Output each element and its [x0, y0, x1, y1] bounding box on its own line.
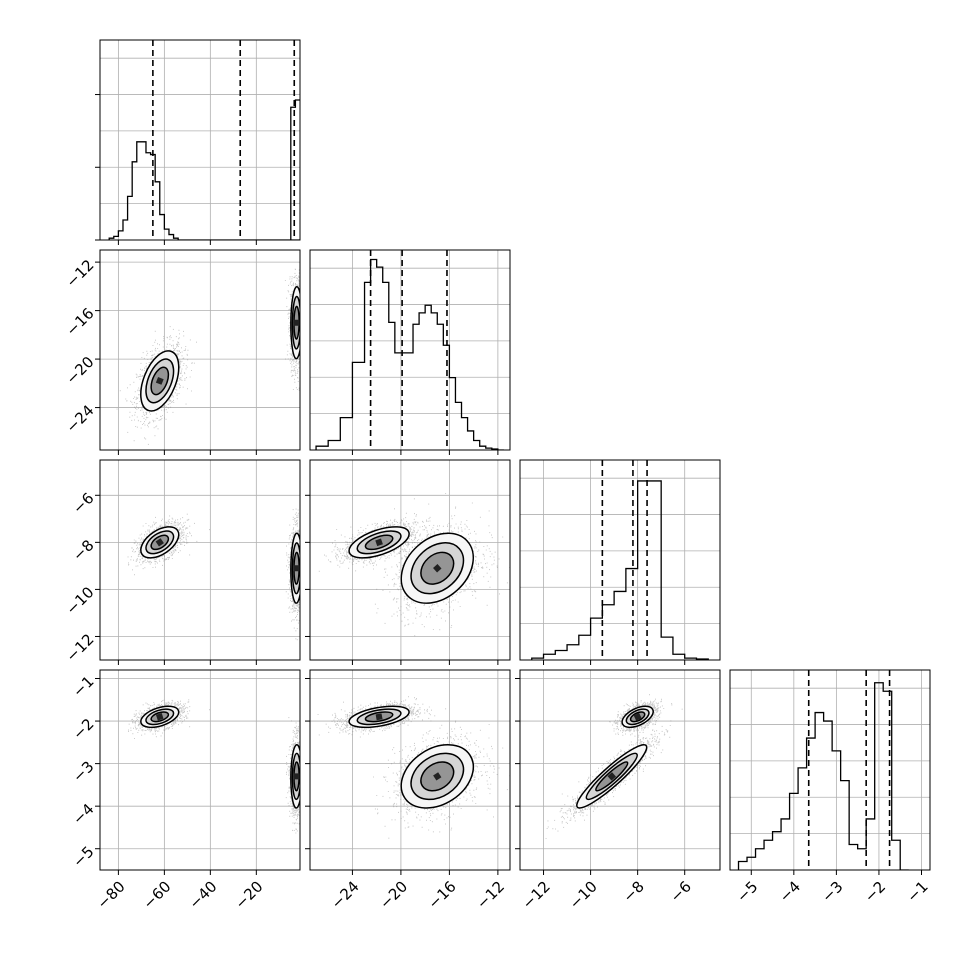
x-tick-label: −40 [185, 878, 220, 913]
y-tick-label: −24 [62, 401, 97, 436]
panel-background [100, 40, 300, 240]
y-tick-label: −12 [62, 630, 97, 665]
panel-frame [99, 459, 301, 661]
y-tick-label: −3 [69, 757, 97, 785]
density-peak [155, 538, 164, 547]
scatter-panel-3-1 [305, 669, 511, 875]
y-tick-label: −1 [69, 672, 97, 700]
density-contours [140, 526, 180, 559]
histogram-line [290, 99, 300, 240]
density-contours [290, 285, 300, 360]
density-contours [290, 532, 300, 604]
x-tick-label: −4 [776, 878, 804, 906]
y-tick-label: −12 [62, 256, 97, 291]
density-peak [607, 772, 617, 781]
x-tick-label: −3 [818, 878, 846, 906]
y-tick-label: −6 [69, 489, 97, 517]
y-tick-label: −16 [62, 304, 97, 339]
density-peak [293, 565, 300, 572]
scatter-panel-3-2 [515, 669, 721, 875]
density-peak [375, 713, 383, 721]
x-tick-label: −1 [903, 878, 931, 906]
x-tick-label: −24 [328, 878, 363, 913]
density-peak [293, 319, 300, 326]
y-tick-label: −8 [69, 536, 97, 564]
x-tick-label: −12 [519, 878, 554, 913]
panel-frame [99, 669, 301, 871]
density-contours [400, 532, 475, 604]
density-peak [293, 773, 300, 780]
panel-background [520, 460, 720, 660]
histogram-line [531, 480, 709, 660]
histogram-panel-0 [95, 39, 301, 245]
x-tick-label: −5 [733, 878, 761, 906]
density-peak [433, 563, 442, 573]
histogram-line [737, 682, 909, 870]
x-tick-label: −80 [94, 878, 129, 913]
x-tick-label: −2 [861, 878, 889, 906]
density-peak [433, 772, 442, 781]
scatter-panel-2-1 [305, 459, 511, 665]
x-tick-label: −12 [473, 878, 508, 913]
density-contours [348, 705, 410, 729]
y-tick-label: −20 [62, 353, 97, 388]
histogram-line [108, 141, 300, 240]
density-contours [290, 744, 300, 809]
histogram-panel-3 [729, 669, 931, 875]
x-tick-label: −60 [140, 878, 175, 913]
density-contours [576, 744, 648, 809]
x-tick-label: −10 [566, 878, 601, 913]
panel-frame [729, 669, 931, 871]
panel-frame [309, 249, 511, 451]
density-peak [633, 712, 642, 721]
y-tick-label: −5 [69, 843, 97, 871]
scatter-panel-3-0 [95, 669, 301, 875]
density-peak [375, 538, 383, 547]
panel-frame [309, 669, 511, 871]
panel-frame [99, 39, 301, 241]
panel-background [100, 460, 300, 660]
panel-background [310, 250, 510, 450]
y-tick-label: −4 [69, 800, 97, 828]
panel-frame [99, 249, 301, 451]
x-tick-label: −6 [667, 878, 695, 906]
panel-frame [309, 459, 511, 661]
scatter-panel-1-0 [95, 249, 301, 455]
y-tick-label: −10 [62, 583, 97, 618]
density-contours [140, 350, 180, 412]
scatter-panel-2-0 [95, 459, 301, 665]
x-tick-label: −20 [231, 878, 266, 913]
density-contours [621, 705, 654, 729]
histogram-panel-2 [519, 459, 721, 665]
panel-frame [519, 459, 721, 661]
density-peak [155, 377, 164, 385]
density-peak [155, 713, 164, 721]
x-tick-label: −8 [620, 878, 648, 906]
y-tick-label: −2 [69, 715, 97, 743]
histogram-panel-1 [309, 249, 511, 455]
x-tick-label: −16 [425, 878, 460, 913]
panel-background [100, 250, 300, 450]
histogram-line [315, 258, 504, 450]
panel-background [100, 670, 300, 870]
density-contours [348, 526, 410, 559]
panel-frame [519, 669, 721, 871]
density-contours [400, 744, 475, 809]
density-contours [140, 705, 180, 729]
x-tick-label: −20 [376, 878, 411, 913]
panel-background [730, 670, 930, 870]
